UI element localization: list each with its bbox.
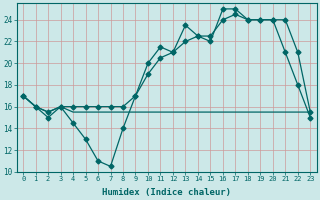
X-axis label: Humidex (Indice chaleur): Humidex (Indice chaleur) — [102, 188, 231, 197]
